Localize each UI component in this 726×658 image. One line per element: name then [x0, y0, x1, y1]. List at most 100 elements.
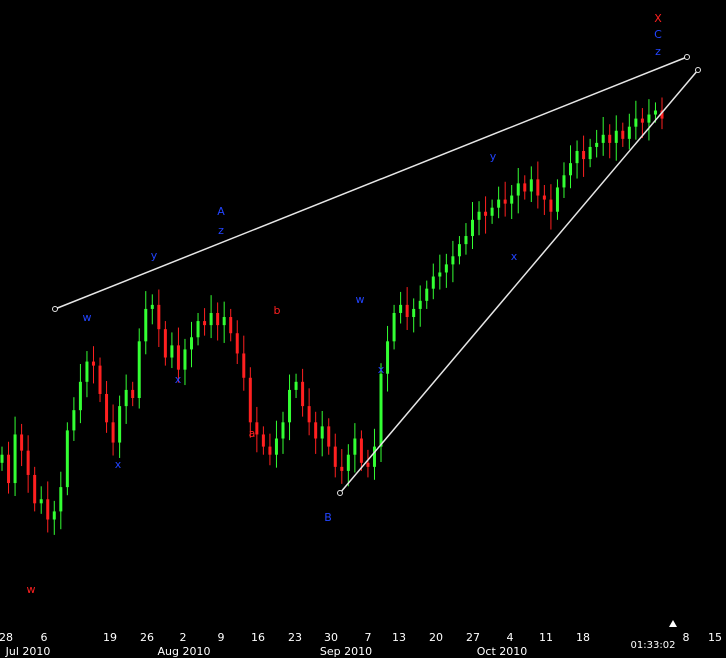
- candle-body: [268, 446, 272, 455]
- candle-body: [425, 288, 429, 301]
- candle-body: [490, 207, 494, 216]
- candle-body: [503, 199, 507, 204]
- candle-body: [46, 499, 50, 520]
- candle-body: [438, 272, 442, 277]
- x-tick-label: 4: [507, 631, 514, 644]
- wave-label: z: [218, 224, 224, 237]
- candle-body: [608, 134, 612, 143]
- wave-label: x: [175, 373, 182, 386]
- candle-body: [647, 114, 651, 123]
- wave-label: w: [83, 311, 92, 324]
- candle-body: [170, 345, 174, 358]
- x-tick-label: 8: [683, 631, 690, 644]
- candle-body: [91, 361, 95, 366]
- lower-trendline[interactable]: [339, 69, 699, 494]
- candle-body: [327, 426, 331, 447]
- candle-body: [340, 466, 344, 471]
- candle-body: [653, 110, 657, 115]
- upper-trendline[interactable]: [54, 56, 688, 310]
- candle-body: [203, 321, 207, 326]
- candle-body: [144, 308, 148, 342]
- candle-body: [209, 312, 213, 326]
- x-tick-label: 18: [576, 631, 590, 644]
- wave-label: z: [655, 45, 661, 58]
- candle-body: [235, 333, 239, 354]
- scroll-up-arrow-icon[interactable]: [669, 620, 677, 627]
- candle-body: [59, 487, 63, 512]
- candle-body: [131, 389, 135, 399]
- candle-body: [0, 454, 4, 463]
- candle-body: [405, 304, 409, 318]
- x-tick-label: 30: [324, 631, 338, 644]
- candle-body: [346, 454, 350, 471]
- candle-body: [216, 312, 220, 326]
- x-tick-label: 2: [180, 631, 187, 644]
- candle-body: [627, 126, 631, 139]
- candle-body: [320, 426, 324, 439]
- candle-body: [601, 134, 605, 143]
- candle-body: [555, 187, 559, 212]
- candle-body: [314, 422, 318, 439]
- candle-body: [13, 434, 17, 484]
- x-tick-label: 7: [365, 631, 372, 644]
- candle-body: [582, 150, 586, 160]
- x-axis: 28 6 19 26 2 9 16 23 30 7 13 20 27 4 11 …: [0, 620, 722, 658]
- candle-body: [477, 211, 481, 220]
- candle-layer: [0, 97, 664, 535]
- candle-body: [242, 353, 246, 378]
- candle-body: [510, 195, 514, 204]
- candle-body: [261, 434, 265, 447]
- candle-body: [176, 345, 180, 370]
- wave-label-layer: w w x y x z A a b B w x y x z C X: [27, 12, 663, 596]
- wave-label: x: [511, 250, 518, 263]
- candle-body: [353, 438, 357, 455]
- candle-body: [39, 499, 43, 504]
- x-tick-label: 23: [288, 631, 302, 644]
- x-tick-label: 19: [103, 631, 117, 644]
- wave-label: x: [378, 363, 385, 376]
- candle-body: [288, 389, 292, 423]
- candle-body: [399, 304, 403, 313]
- x-month-label: Jul 2010: [5, 645, 51, 658]
- x-tick-label: 9: [218, 631, 225, 644]
- candle-body: [33, 474, 37, 504]
- candle-body: [7, 454, 11, 484]
- candle-body: [549, 199, 553, 212]
- upper-trendline-end-handle[interactable]: [684, 54, 690, 60]
- candle-body: [484, 211, 488, 216]
- candle-body: [588, 146, 592, 160]
- candle-body: [26, 450, 30, 475]
- candle-body: [105, 393, 109, 423]
- wave-label: B: [324, 511, 332, 524]
- candle-body: [20, 434, 24, 451]
- candle-body: [575, 150, 579, 164]
- candle-body: [98, 365, 102, 394]
- candle-body: [372, 446, 376, 467]
- wave-label: y: [490, 150, 497, 163]
- wave-label: X: [654, 12, 662, 25]
- wave-label: A: [217, 205, 225, 218]
- candle-body: [457, 244, 461, 257]
- time-readout: 01:33:02: [631, 640, 676, 651]
- candle-body: [464, 236, 468, 245]
- candle-body: [157, 304, 161, 330]
- x-tick-label: 20: [429, 631, 443, 644]
- x-tick-label: 28: [0, 631, 13, 644]
- lower-trendline-start-handle[interactable]: [337, 490, 343, 496]
- candle-body: [536, 179, 540, 196]
- candle-body: [660, 110, 664, 119]
- lower-trendline-end-handle[interactable]: [695, 67, 701, 73]
- wave-label: w: [356, 293, 365, 306]
- candle-body: [569, 163, 573, 176]
- wave-label: a: [249, 427, 256, 440]
- candle-body: [640, 118, 644, 123]
- candle-body: [183, 349, 187, 370]
- x-tick-label: 26: [140, 631, 154, 644]
- x-tick-label: 11: [539, 631, 553, 644]
- x-tick-label: 15: [708, 631, 722, 644]
- upper-trendline-start-handle[interactable]: [52, 306, 58, 312]
- candle-body: [516, 183, 520, 196]
- candle-body: [222, 317, 226, 326]
- wave-label: w: [27, 583, 36, 596]
- candle-body: [392, 312, 396, 342]
